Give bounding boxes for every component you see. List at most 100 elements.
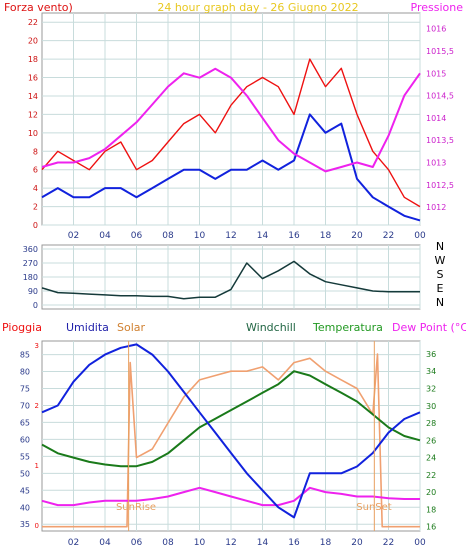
panel-2-series: [41, 260, 420, 300]
temperature-line: [41, 370, 421, 468]
x-tick-label: 10: [194, 231, 206, 241]
x-tick-label: 06: [131, 538, 143, 548]
y-right-tick-label: 1015: [426, 69, 446, 78]
y-left-tick-label: 80: [20, 368, 30, 377]
y-left-tick-label: 65: [20, 418, 30, 427]
y-right-tick-label: 1014,5: [426, 92, 454, 101]
y-right-tick-label: 30: [426, 402, 436, 411]
panel-3-rain-ticks: 0 1 2 3: [35, 342, 39, 530]
wind-label: Forza vento): [4, 1, 73, 14]
y-right-tick-label: 20: [426, 488, 436, 497]
y-left-tick-label: 85: [20, 351, 30, 360]
x-tick-label: 12: [225, 231, 236, 241]
x-tick-label: 18: [320, 538, 332, 548]
y-tick-label: 90: [28, 287, 38, 296]
compass-label: N: [436, 240, 444, 253]
y-left-tick-label: 8: [33, 147, 38, 156]
y-right-tick-label: 28: [426, 419, 436, 428]
rain-tick-label: 3: [35, 342, 39, 350]
y-left-tick-label: 22: [28, 18, 38, 27]
y-right-tick-label: 26: [426, 436, 436, 445]
rain-tick-label: 0: [35, 522, 39, 530]
y-tick-label: 0: [33, 301, 38, 310]
y-right-tick-label: 1016: [426, 25, 446, 34]
y-left-tick-label: 45: [20, 486, 30, 495]
x-tick-label: 08: [162, 538, 174, 548]
y-left-tick-label: 2: [33, 203, 38, 212]
x-tick-label: 22: [383, 231, 394, 241]
panel-1-series: [41, 58, 421, 222]
sunrise-label: SunRise: [116, 502, 156, 513]
legend-label: Windchill: [246, 321, 296, 334]
panel-3-legend: Pioggia Umidita Solar Windchill Temperatura D…: [2, 321, 466, 334]
x-tick-label: 00: [414, 538, 426, 548]
legend-label: Umidita: [66, 321, 109, 334]
rain-tick-label: 2: [35, 402, 39, 410]
x-tick-label: 08: [162, 231, 174, 241]
y-right-tick-label: 1013: [426, 159, 446, 168]
y-left-tick-label: 70: [20, 401, 30, 410]
legend-label: Pioggia: [2, 321, 42, 334]
y-left-tick-label: 18: [28, 55, 38, 64]
y-right-tick-label: 16: [426, 523, 436, 532]
compass-label: E: [437, 282, 444, 295]
panel-1-y-left-ticks: 0 2 4 6 8 10 12 14 16 18 20 22: [28, 18, 38, 230]
wind-speed-line: [41, 113, 421, 222]
x-tick-label: 16: [288, 231, 300, 241]
x-tick-label: 04: [99, 538, 111, 548]
dew-point-line: [41, 486, 420, 507]
humidity-line: [41, 343, 421, 519]
x-tick-label: 10: [194, 538, 206, 548]
y-right-tick-label: 1012: [426, 203, 446, 212]
y-right-tick-label: 34: [426, 367, 436, 376]
y-tick-label: 270: [23, 259, 38, 268]
x-tick-label: 04: [99, 231, 111, 241]
y-left-tick-label: 14: [28, 92, 38, 101]
wind-direction-line: [41, 260, 420, 300]
wind-gust-line: [41, 58, 421, 208]
y-left-tick-label: 16: [28, 74, 38, 83]
x-tick-label: 00: [414, 231, 426, 241]
chart-title: 24 hour graph day - 26 Giugno 2022: [157, 1, 358, 14]
x-tick-label: 06: [131, 231, 143, 241]
x-tick-label: 12: [225, 538, 236, 548]
panel-1-y-right-ticks: 1012 1012,5 1013 1013,5 1014 1014,5 1015 1015,5…: [426, 25, 454, 213]
y-left-tick-label: 6: [33, 166, 38, 175]
panel-3-x-ticks: 02 04 06 08 10 12 14 16 18 20 22 00: [68, 538, 426, 548]
panel-3-series: [41, 341, 421, 531]
y-left-tick-label: 55: [20, 452, 30, 461]
y-right-tick-label: 36: [426, 350, 436, 359]
y-right-tick-label: 18: [426, 505, 436, 514]
y-left-tick-label: 60: [20, 435, 30, 444]
x-tick-label: 02: [68, 538, 79, 548]
rain-tick-label: 1: [35, 462, 39, 470]
y-left-tick-label: 4: [33, 184, 38, 193]
y-left-tick-label: 75: [20, 385, 30, 394]
pressure-line: [41, 67, 421, 173]
legend-label: Solar: [117, 321, 146, 334]
x-tick-label: 18: [320, 231, 332, 241]
y-left-tick-label: 20: [28, 37, 38, 46]
y-right-tick-label: 1014: [426, 114, 446, 123]
y-right-tick-label: 24: [426, 454, 436, 463]
y-left-tick-label: 50: [20, 469, 30, 478]
legend-label: Dew Point (°C): [392, 321, 466, 334]
y-right-tick-label: 1015,5: [426, 47, 454, 56]
x-tick-label: 16: [288, 538, 300, 548]
y-right-tick-label: 1013,5: [426, 136, 454, 145]
y-tick-label: 180: [23, 273, 38, 282]
x-tick-label: 14: [257, 231, 269, 241]
x-tick-label: 02: [68, 231, 79, 241]
x-tick-label: 22: [383, 538, 394, 548]
compass-label: N: [436, 296, 444, 309]
y-left-tick-label: 10: [28, 129, 38, 138]
panel-3-y-left-ticks: 35 40 45 50 55 60 65 70 75 80 85: [20, 351, 30, 530]
y-right-tick-label: 1012,5: [426, 181, 454, 190]
x-tick-label: 20: [351, 231, 363, 241]
y-tick-label: 360: [23, 245, 38, 254]
